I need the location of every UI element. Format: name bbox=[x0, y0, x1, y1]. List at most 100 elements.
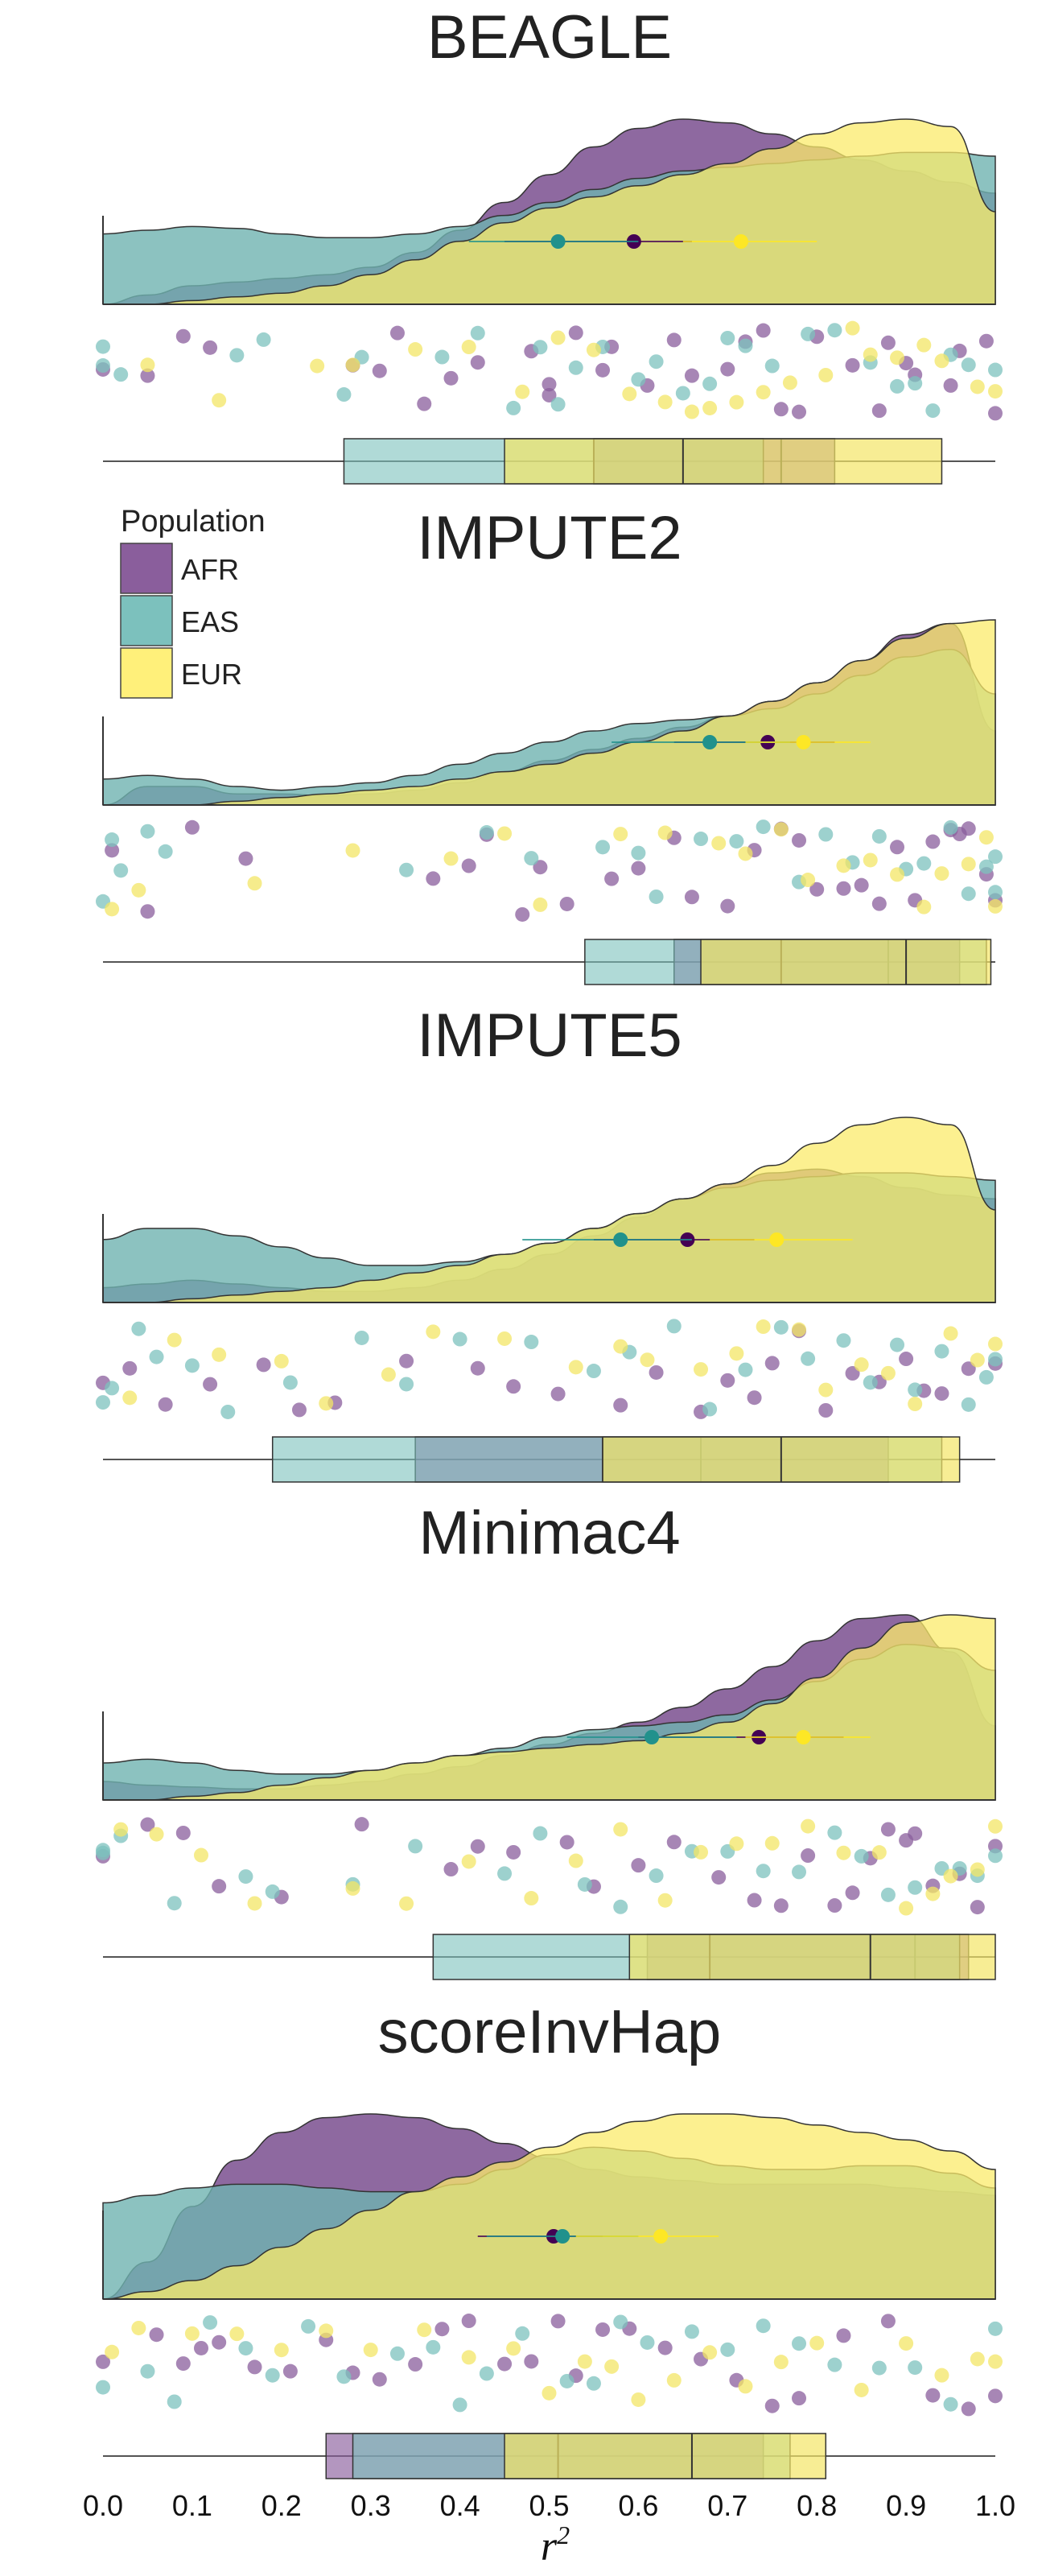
legend-label-afr: AFR bbox=[181, 553, 239, 586]
rain-point-impute2-eur bbox=[773, 822, 789, 837]
rain-point-impute5-eur bbox=[426, 1324, 441, 1340]
rain-point-beagle-eur bbox=[863, 347, 878, 362]
rain-point-scoreinvhap-eur bbox=[184, 2326, 200, 2341]
rain-point-impute5-afr bbox=[845, 1366, 860, 1381]
rain-point-impute5-afr bbox=[506, 1379, 521, 1394]
rain-point-beagle-eur bbox=[408, 342, 423, 357]
rain-point-impute2-eas bbox=[943, 819, 958, 835]
panel-impute2: IMPUTE2 bbox=[96, 504, 1003, 985]
rain-point-beagle-afr bbox=[542, 387, 557, 402]
rain-point-impute5-eur bbox=[854, 1357, 869, 1373]
box-beagle-eur bbox=[504, 438, 943, 485]
density-beagle-eur bbox=[102, 118, 996, 305]
rain-point-beagle-eas bbox=[738, 338, 753, 353]
rain-point-impute2-afr bbox=[836, 881, 851, 896]
rain-point-minimac4-eas bbox=[854, 1848, 869, 1864]
rain-point-impute2-eas bbox=[978, 859, 994, 874]
rain-point-beagle-eur bbox=[657, 394, 673, 410]
rain-point-minimac4-afr bbox=[827, 1898, 842, 1913]
rain-point-minimac4-eur bbox=[871, 1845, 887, 1860]
rain-point-impute5-eas bbox=[988, 1352, 1003, 1367]
rain-point-impute5-eur bbox=[122, 1390, 138, 1406]
rain-point-beagle-eur bbox=[140, 357, 155, 373]
rain-point-minimac4-eas bbox=[988, 1848, 1003, 1864]
rain-point-beagle-eas bbox=[988, 362, 1003, 378]
panel-impute5: IMPUTE5 bbox=[96, 1001, 1003, 1483]
rain-point-scoreinvhap-eur bbox=[899, 2336, 914, 2351]
rain-point-minimac4-eur bbox=[764, 1835, 780, 1851]
rain-point-impute2-eas bbox=[631, 845, 646, 861]
x-axis-label-superscript: 2 bbox=[557, 2520, 570, 2549]
rain-point-impute2-eas bbox=[988, 849, 1003, 865]
rain-point-impute5-eas bbox=[105, 1381, 120, 1396]
rain-point-scoreinvhap-eur bbox=[105, 2344, 120, 2359]
legend-swatch-afr bbox=[120, 543, 173, 594]
rain-point-minimac4-eur bbox=[925, 1886, 941, 1901]
rain-point-minimac4-eur bbox=[345, 1880, 360, 1896]
rain-point-beagle-eur bbox=[756, 385, 771, 400]
rain-point-minimac4-afr bbox=[354, 1817, 369, 1832]
rain-point-scoreinvhap-eur bbox=[461, 2350, 476, 2365]
rain-point-impute2-eur bbox=[988, 898, 1003, 914]
x-tick-label: 0.2 bbox=[262, 2489, 302, 2522]
rain-point-scoreinvhap-eas bbox=[613, 2314, 628, 2330]
rain-point-minimac4-eur bbox=[943, 1868, 958, 1884]
rain-point-beagle-afr bbox=[880, 335, 896, 350]
rain-point-scoreinvhap-afr bbox=[247, 2359, 262, 2375]
rain-point-impute5-afr bbox=[122, 1360, 138, 1376]
rain-point-beagle-afr bbox=[595, 362, 611, 378]
rain-point-impute2-eas bbox=[756, 819, 771, 835]
rain-point-impute5-afr bbox=[613, 1397, 628, 1413]
rain-point-minimac4-eur bbox=[568, 1853, 583, 1868]
rain-point-impute5-eas bbox=[836, 1333, 851, 1348]
legend-label-eas: EAS bbox=[181, 605, 239, 638]
rain-point-impute5-afr bbox=[934, 1386, 949, 1402]
rain-point-beagle-eas bbox=[470, 325, 485, 341]
rain-point-minimac4-eur bbox=[193, 1847, 208, 1863]
rain-point-impute2-afr bbox=[854, 877, 869, 893]
x-tick-label: 0.0 bbox=[83, 2489, 123, 2522]
rain-point-impute5-afr bbox=[764, 1356, 780, 1371]
rain-point-impute5-eur bbox=[497, 1331, 513, 1346]
rain-point-scoreinvhap-eas bbox=[559, 2373, 574, 2388]
rain-point-impute2-afr bbox=[184, 819, 200, 835]
rain-point-impute2-afr bbox=[461, 858, 476, 873]
rain-point-beagle-eur bbox=[845, 320, 860, 336]
rain-point-impute5-afr bbox=[649, 1364, 664, 1380]
rain-point-minimac4-eas bbox=[827, 1825, 842, 1840]
rain-point-scoreinvhap-afr bbox=[595, 2322, 611, 2337]
rain-point-beagle-eur bbox=[782, 375, 797, 390]
box-minimac4-eur bbox=[628, 1934, 996, 1980]
rain-point-impute5-eas bbox=[801, 1351, 816, 1366]
rain-point-scoreinvhap-afr bbox=[880, 2314, 896, 2329]
rain-point-beagle-eas bbox=[96, 358, 110, 374]
rain-point-impute2-eur bbox=[863, 852, 878, 868]
rain-point-minimac4-eas bbox=[167, 1896, 182, 1911]
rain-point-impute2-afr bbox=[604, 871, 620, 886]
rain-point-beagle-eas bbox=[908, 376, 923, 391]
x-tick-label: 1.0 bbox=[975, 2489, 1015, 2522]
rain-point-beagle-afr bbox=[871, 403, 887, 419]
rain-point-impute5-afr bbox=[720, 1373, 735, 1388]
rain-point-beagle-eas bbox=[827, 323, 842, 338]
rain-point-scoreinvhap-afr bbox=[193, 2340, 208, 2355]
rain-point-beagle-eur bbox=[684, 404, 699, 419]
rain-point-minimac4-eas bbox=[880, 1887, 896, 1902]
rain-point-minimac4-afr bbox=[212, 1879, 227, 1894]
rain-point-scoreinvhap-eur bbox=[970, 2351, 985, 2367]
rain-point-scoreinvhap-afr bbox=[149, 2327, 164, 2343]
rain-point-beagle-eas bbox=[702, 376, 718, 391]
rain-point-scoreinvhap-afr bbox=[175, 2356, 191, 2372]
rain-point-scoreinvhap-afr bbox=[282, 2363, 298, 2379]
rain-point-minimac4-afr bbox=[773, 1898, 789, 1913]
rain-point-impute5-eas bbox=[961, 1397, 976, 1412]
x-tick-label: 0.8 bbox=[797, 2489, 837, 2522]
rain-point-scoreinvhap-afr bbox=[461, 2314, 476, 2329]
rain-point-impute5-afr bbox=[470, 1360, 485, 1376]
rain-point-minimac4-eas bbox=[613, 1899, 628, 1914]
rain-point-impute2-eur bbox=[105, 902, 120, 917]
rain-point-scoreinvhap-afr bbox=[657, 2340, 673, 2355]
density-minimac4-eur bbox=[102, 1614, 996, 1801]
rain-point-minimac4-afr bbox=[711, 1870, 727, 1885]
rain-point-beagle-eas bbox=[801, 326, 816, 341]
